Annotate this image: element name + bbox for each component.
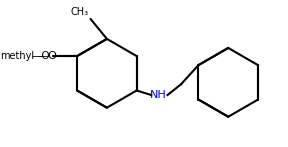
Text: NH: NH xyxy=(150,90,167,100)
Text: —O: —O xyxy=(31,51,50,61)
Text: methyl: methyl xyxy=(0,51,35,61)
Text: —O: —O xyxy=(37,51,57,61)
Text: CH₃: CH₃ xyxy=(71,7,89,17)
